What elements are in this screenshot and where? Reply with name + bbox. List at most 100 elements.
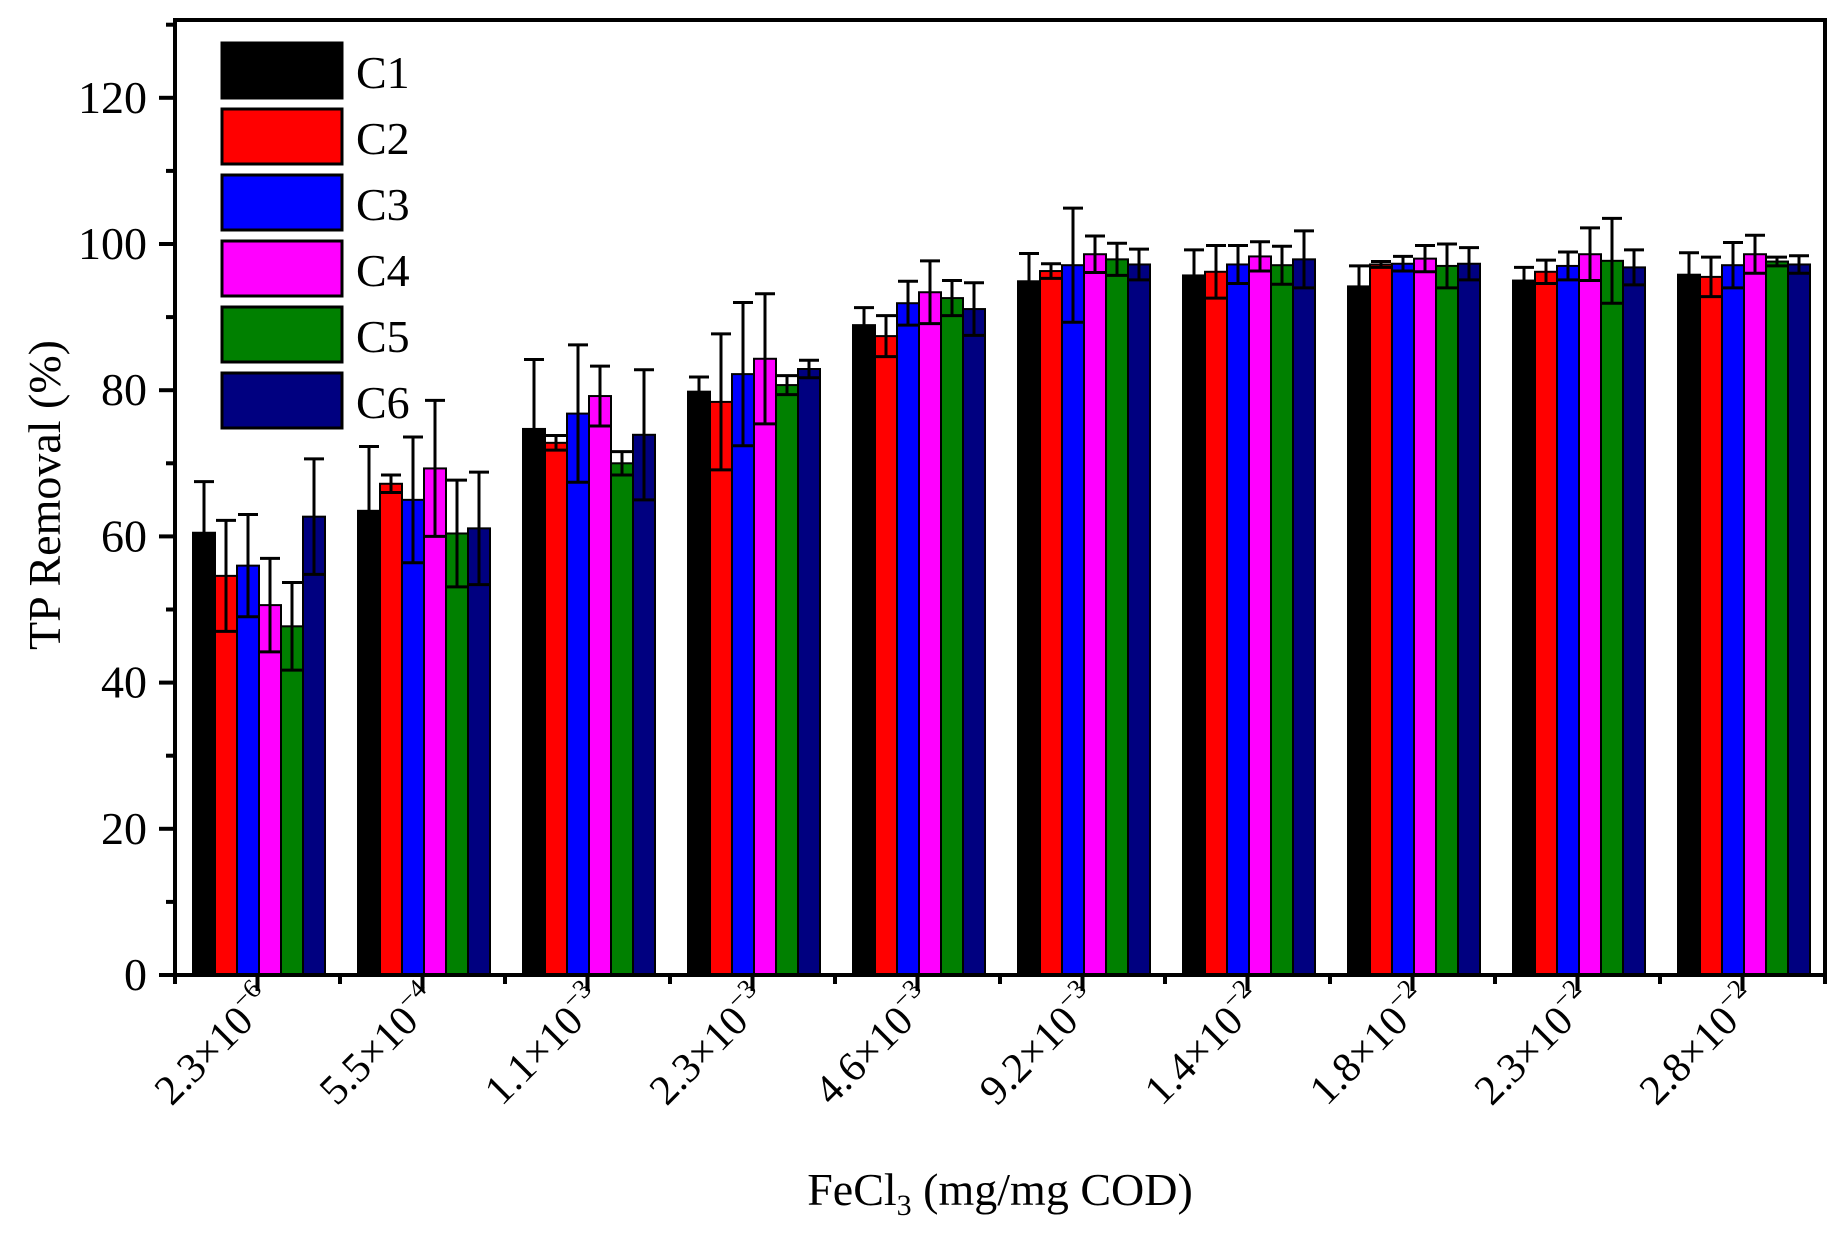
y-tick-label: 20 xyxy=(101,803,147,854)
error-bar-c2-cat8 xyxy=(1371,260,1391,269)
bar-c4-cat8 xyxy=(1413,257,1437,976)
x-tick-label: 2.3×10−6 xyxy=(142,973,283,1114)
error-bar-c4-cat8 xyxy=(1415,243,1435,274)
error-bar-c1-cat6 xyxy=(1019,252,1039,311)
y-tick-label: 60 xyxy=(101,510,147,561)
error-bar-c6-cat9 xyxy=(1624,248,1644,287)
error-bar-c6-cat7 xyxy=(1294,229,1314,290)
y-tick-label: 0 xyxy=(124,949,147,1000)
error-bar-c1-cat10 xyxy=(1679,251,1699,299)
error-bar-c1-cat9 xyxy=(1514,265,1534,296)
bar-c5-cat3 xyxy=(610,462,634,976)
bar-c6-cat10 xyxy=(1787,263,1811,976)
bar-c1-cat2 xyxy=(357,509,381,976)
bar-c3-cat3 xyxy=(566,412,590,977)
error-bar-c6-cat8 xyxy=(1459,246,1479,282)
bar-c6-cat2 xyxy=(467,527,491,976)
error-bar-c6-cat5 xyxy=(964,281,984,337)
error-bar-c5-cat10 xyxy=(1767,255,1787,268)
legend-swatch xyxy=(220,107,344,166)
bar-c3-cat2 xyxy=(401,498,425,976)
error-bar-c4-cat3 xyxy=(590,364,610,428)
legend-swatch xyxy=(220,305,344,364)
error-bar-c6-cat4 xyxy=(799,358,819,380)
legend-item-c6: C6 xyxy=(220,371,410,430)
error-bar-c2-cat10 xyxy=(1701,255,1721,299)
bar-c2-cat6 xyxy=(1039,270,1063,976)
bar-c4-cat1 xyxy=(258,604,282,976)
error-bar-c1-cat3 xyxy=(524,357,544,500)
bar-c2-cat1 xyxy=(214,574,238,977)
x-tick-label: 9.2×10−3 xyxy=(967,973,1108,1114)
error-bar-c4-cat1 xyxy=(260,556,280,654)
x-axis-label: FeCl3 (mg/mg COD) xyxy=(807,1164,1193,1222)
bar-c2-cat8 xyxy=(1369,263,1393,976)
bar-c6-cat7 xyxy=(1292,258,1316,976)
bar-c6-cat1 xyxy=(302,515,326,977)
bar-c3-cat1 xyxy=(236,564,260,976)
bar-c2-cat3 xyxy=(544,441,568,977)
bar-c5-cat10 xyxy=(1765,260,1789,976)
legend: C1 C2 C3 C4 C5 C6 xyxy=(220,41,410,430)
error-bar-c3-cat8 xyxy=(1393,254,1413,273)
bar-c5-cat1 xyxy=(280,625,304,976)
legend-label: C1 xyxy=(356,47,410,98)
y-tick-label: 100 xyxy=(78,218,147,269)
error-bar-c2-cat2 xyxy=(381,473,401,495)
bar-c2-cat4 xyxy=(709,400,733,976)
bar-c4-cat3 xyxy=(588,395,612,977)
bar-c1-cat8 xyxy=(1347,285,1371,976)
x-axis-label-tail: (mg/mg COD) xyxy=(912,1164,1193,1215)
error-bar-c2-cat9 xyxy=(1536,258,1556,285)
bar-c5-cat6 xyxy=(1105,258,1129,976)
error-bar-c3-cat7 xyxy=(1228,243,1248,285)
bar-c5-cat4 xyxy=(775,384,799,976)
error-bar-c5-cat6 xyxy=(1107,241,1127,277)
bar-c4-cat5 xyxy=(918,291,942,977)
error-bars-layer xyxy=(194,206,1809,672)
error-bar-c1-cat2 xyxy=(359,444,379,577)
error-bar-c2-cat4 xyxy=(711,332,731,472)
bar-c1-cat3 xyxy=(522,427,546,976)
error-bar-c3-cat10 xyxy=(1723,241,1743,290)
bar-c4-cat2 xyxy=(423,467,447,976)
error-bar-c3-cat2 xyxy=(403,435,423,565)
bar-c2-cat5 xyxy=(874,335,898,976)
bar-c6-cat8 xyxy=(1457,262,1481,976)
y-axis-label: TP Removal (%) xyxy=(19,340,70,650)
legend-label: C3 xyxy=(356,179,410,230)
bar-c5-cat2 xyxy=(445,532,469,976)
x-tick-label: 5.5×10−4 xyxy=(307,973,448,1114)
error-bar-c4-cat9 xyxy=(1580,226,1600,283)
error-bar-c2-cat1 xyxy=(216,518,236,633)
bar-c4-cat7 xyxy=(1248,255,1272,976)
bar-c5-cat5 xyxy=(940,297,964,976)
legend-swatch xyxy=(220,239,344,298)
y-tick-label: 40 xyxy=(101,657,147,708)
bar-c2-cat7 xyxy=(1204,270,1228,976)
error-bar-c2-cat6 xyxy=(1041,262,1061,280)
error-bar-c4-cat7 xyxy=(1250,240,1270,273)
legend-label: C2 xyxy=(356,113,410,164)
error-bar-c6-cat2 xyxy=(469,470,489,587)
bar-c3-cat5 xyxy=(896,302,920,976)
x-tick-label: 1.8×10−2 xyxy=(1297,973,1438,1114)
x-tick-label: 4.6×10−3 xyxy=(802,973,943,1114)
error-bar-c6-cat6 xyxy=(1129,247,1149,282)
error-bar-c4-cat4 xyxy=(755,292,775,426)
error-bar-c6-cat3 xyxy=(634,368,654,502)
bar-c2-cat10 xyxy=(1699,275,1723,976)
error-bar-c3-cat6 xyxy=(1063,206,1083,324)
legend-item-c2: C2 xyxy=(220,107,410,166)
bar-c6-cat5 xyxy=(962,308,986,976)
bar-c6-cat3 xyxy=(632,433,656,976)
bar-c2-cat2 xyxy=(379,482,403,976)
error-bar-c6-cat10 xyxy=(1789,254,1809,275)
legend-swatch xyxy=(220,41,344,100)
bar-c4-cat4 xyxy=(753,357,777,976)
legend-swatch xyxy=(220,173,344,232)
bar-c6-cat4 xyxy=(797,368,821,977)
error-bar-c5-cat8 xyxy=(1437,242,1457,290)
y-tick-label: 80 xyxy=(101,364,147,415)
bar-c4-cat9 xyxy=(1578,253,1602,976)
